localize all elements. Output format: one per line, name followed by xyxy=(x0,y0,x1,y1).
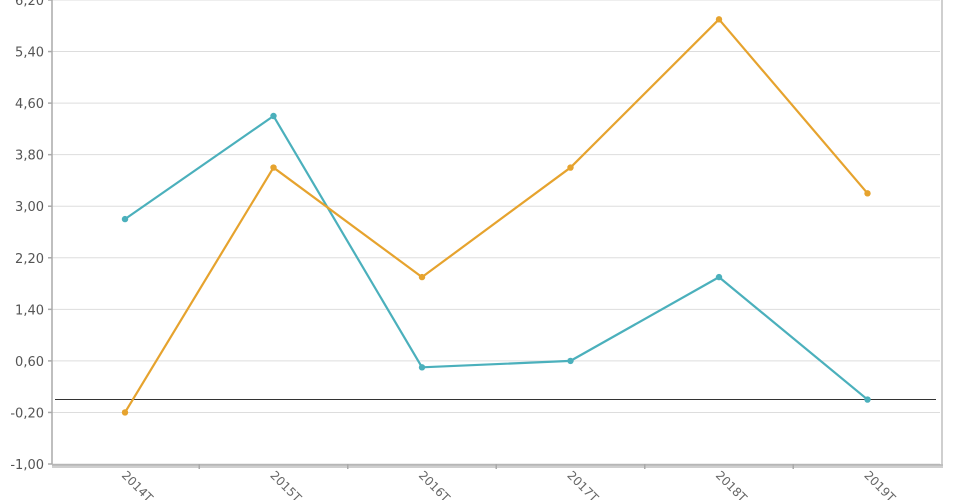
y-tick-label: 0,60 xyxy=(15,355,44,370)
x-tick-label: 2017T xyxy=(564,468,601,500)
data-point xyxy=(270,112,277,120)
grid-lines xyxy=(52,0,940,465)
data-point xyxy=(715,273,723,281)
y-tick-label: 1,40 xyxy=(15,303,44,318)
x-tick-label: 2019T xyxy=(861,468,898,500)
x-tick-label: 2014T xyxy=(119,468,156,500)
data-point xyxy=(418,273,426,281)
y-tick-label: 3,00 xyxy=(15,200,44,215)
data-point xyxy=(270,164,277,171)
y-tick-label: 4,60 xyxy=(15,97,44,112)
data-point xyxy=(121,409,129,416)
series-line xyxy=(124,114,869,401)
data-point xyxy=(121,215,129,223)
data-point xyxy=(418,364,426,371)
x-axis-ticks: 2014T 2015T 2016T 2017T 2018T 2019T xyxy=(119,464,899,500)
chart-frame xyxy=(51,0,943,468)
data-point xyxy=(864,190,871,197)
y-tick-label: 6,20 xyxy=(15,0,44,9)
x-tick-label: 2015T xyxy=(267,468,304,500)
y-tick-label: -0,20 xyxy=(10,406,44,421)
data-point xyxy=(864,396,871,403)
x-tick-label: 2016T xyxy=(416,468,453,500)
data-point xyxy=(715,16,723,23)
y-axis-ticks: -1,00 -0,20 0,60 1,40 2,20 3,00 3,80 4,60 5,40 6,… xyxy=(10,0,52,473)
data-point xyxy=(567,164,574,171)
data-point xyxy=(567,357,574,365)
series-line xyxy=(124,18,869,414)
y-tick-label: 5,40 xyxy=(15,46,44,61)
y-tick-label: -1,00 xyxy=(10,458,44,473)
x-tick-label: 2018T xyxy=(713,468,750,500)
y-tick-label: 3,80 xyxy=(15,149,44,164)
y-tick-label: 2,20 xyxy=(15,252,44,267)
series-lines xyxy=(121,16,871,416)
